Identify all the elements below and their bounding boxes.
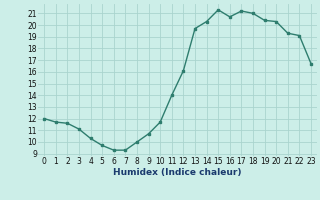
X-axis label: Humidex (Indice chaleur): Humidex (Indice chaleur): [113, 168, 242, 177]
